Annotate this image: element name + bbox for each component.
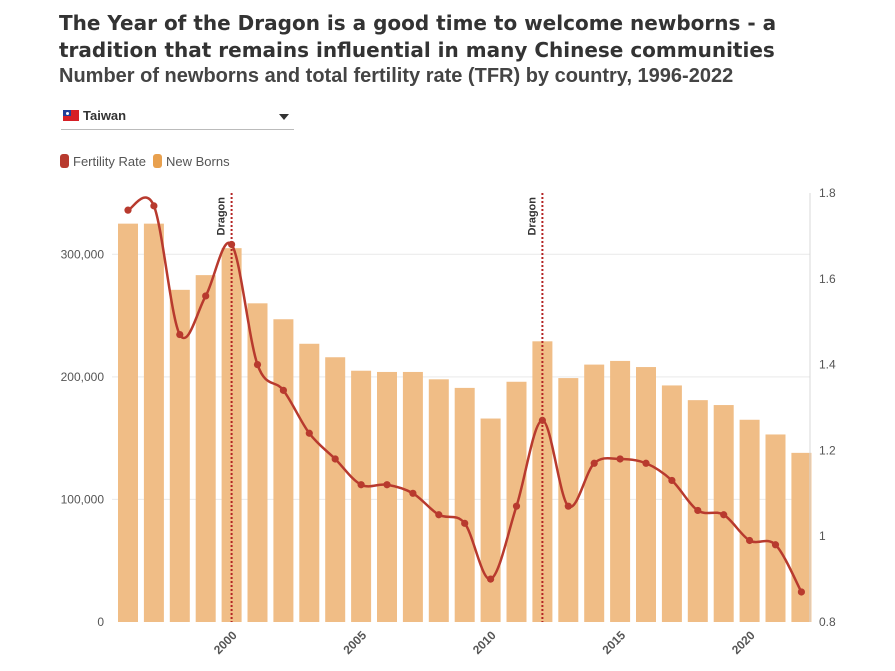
x-tick-label: 2005 (340, 628, 369, 657)
bar-newborns (791, 452, 812, 622)
fertility-rate-point (746, 536, 754, 545)
legend-label-fertility-rate: Fertility Rate (73, 154, 146, 169)
fertility-rate-point (720, 511, 728, 519)
fertility-rate-point (357, 481, 365, 489)
fertility-rate-point (642, 459, 650, 467)
x-tick-label: 2000 (211, 628, 240, 657)
y-right-tick-label: 1.4 (819, 358, 836, 372)
fertility-rate-point (331, 455, 339, 463)
legend-item-new-borns[interactable]: New Borns (153, 154, 230, 169)
y-right-tick-label: 1.8 (819, 186, 836, 200)
fertility-rate-point (124, 206, 132, 214)
fertility-rate-point (176, 330, 184, 339)
x-tick-label: 2010 (470, 628, 499, 657)
fertility-rate-point (409, 489, 417, 497)
fertility-rate-point (487, 575, 495, 583)
legend-swatch-new-borns (153, 154, 162, 168)
y-left-tick-label: 100,000 (61, 492, 105, 506)
bar-newborns (558, 378, 579, 622)
y-right-tick-label: 0.8 (819, 615, 836, 629)
country-dropdown[interactable]: Taiwan (61, 106, 294, 130)
x-tick-label: 2020 (729, 628, 758, 657)
chart-title: The Year of the Dragon is a good time to… (59, 11, 777, 62)
bar-newborns (636, 367, 656, 622)
fertility-rate-point (616, 455, 624, 463)
y-left-tick-label: 200,000 (61, 370, 105, 384)
y-right-tick-label: 1 (819, 529, 826, 543)
y-right-tick-label: 1.2 (819, 443, 836, 457)
fertility-rate-point (150, 202, 158, 210)
fertility-rate-point (305, 429, 313, 437)
fertility-rate-point (538, 416, 547, 424)
bar-newborns (195, 275, 216, 622)
fertility-rate-point (512, 502, 521, 510)
fertility-rate-point (694, 506, 702, 515)
fertility-rate-point (564, 502, 572, 510)
bar-newborns (377, 371, 397, 622)
legend-label-new-borns: New Borns (166, 154, 230, 169)
y-left-tick-label: 300,000 (61, 247, 105, 261)
fertility-rate-point (771, 541, 780, 549)
bar-newborns (325, 357, 346, 622)
y-left-tick-label: 0 (97, 615, 104, 629)
fertility-rate-point (202, 292, 210, 300)
bar-newborns (169, 289, 190, 622)
bar-newborns (299, 343, 320, 622)
bar-newborns (428, 379, 449, 622)
fertility-rate-point (590, 459, 598, 467)
bar-newborns (661, 385, 682, 622)
x-tick-label: 2015 (599, 628, 628, 657)
bar-newborns (221, 248, 242, 622)
bar-newborns (351, 370, 372, 622)
bar-newborns (584, 364, 605, 622)
fertility-rate-point (228, 240, 236, 249)
taiwan-flag-icon (63, 110, 79, 121)
fertility-rate-point (279, 386, 287, 394)
bar-newborns (739, 419, 760, 622)
bar-newborns (765, 434, 786, 622)
fertility-rate-point (383, 481, 391, 489)
dragon-marker-label: Dragon (526, 197, 538, 236)
dragon-marker-label: Dragon (216, 197, 228, 236)
bar-newborns (247, 303, 268, 622)
y-right-tick-label: 1.6 (819, 272, 836, 286)
bar-newborns (610, 360, 631, 622)
chart-subtitle: Number of newborns and total fertility r… (59, 65, 734, 87)
fertility-rate-point (668, 476, 676, 485)
bar-newborns (402, 371, 423, 622)
fertility-rate-point (435, 511, 443, 519)
bar-newborns (454, 387, 475, 622)
bar-newborns (118, 223, 138, 622)
legend-swatch-fertility-rate (60, 154, 69, 168)
chevron-down-icon[interactable] (279, 114, 289, 120)
bar-newborns (273, 319, 294, 622)
fertility-rate-point (461, 519, 469, 527)
bar-newborns (143, 223, 164, 622)
fertility-rate-point (797, 588, 806, 596)
fertility-rate-point (253, 361, 262, 369)
legend-item-fertility-rate[interactable]: Fertility Rate (60, 154, 146, 169)
country-dropdown-value: Taiwan (83, 108, 127, 123)
bar-newborns (480, 418, 501, 622)
